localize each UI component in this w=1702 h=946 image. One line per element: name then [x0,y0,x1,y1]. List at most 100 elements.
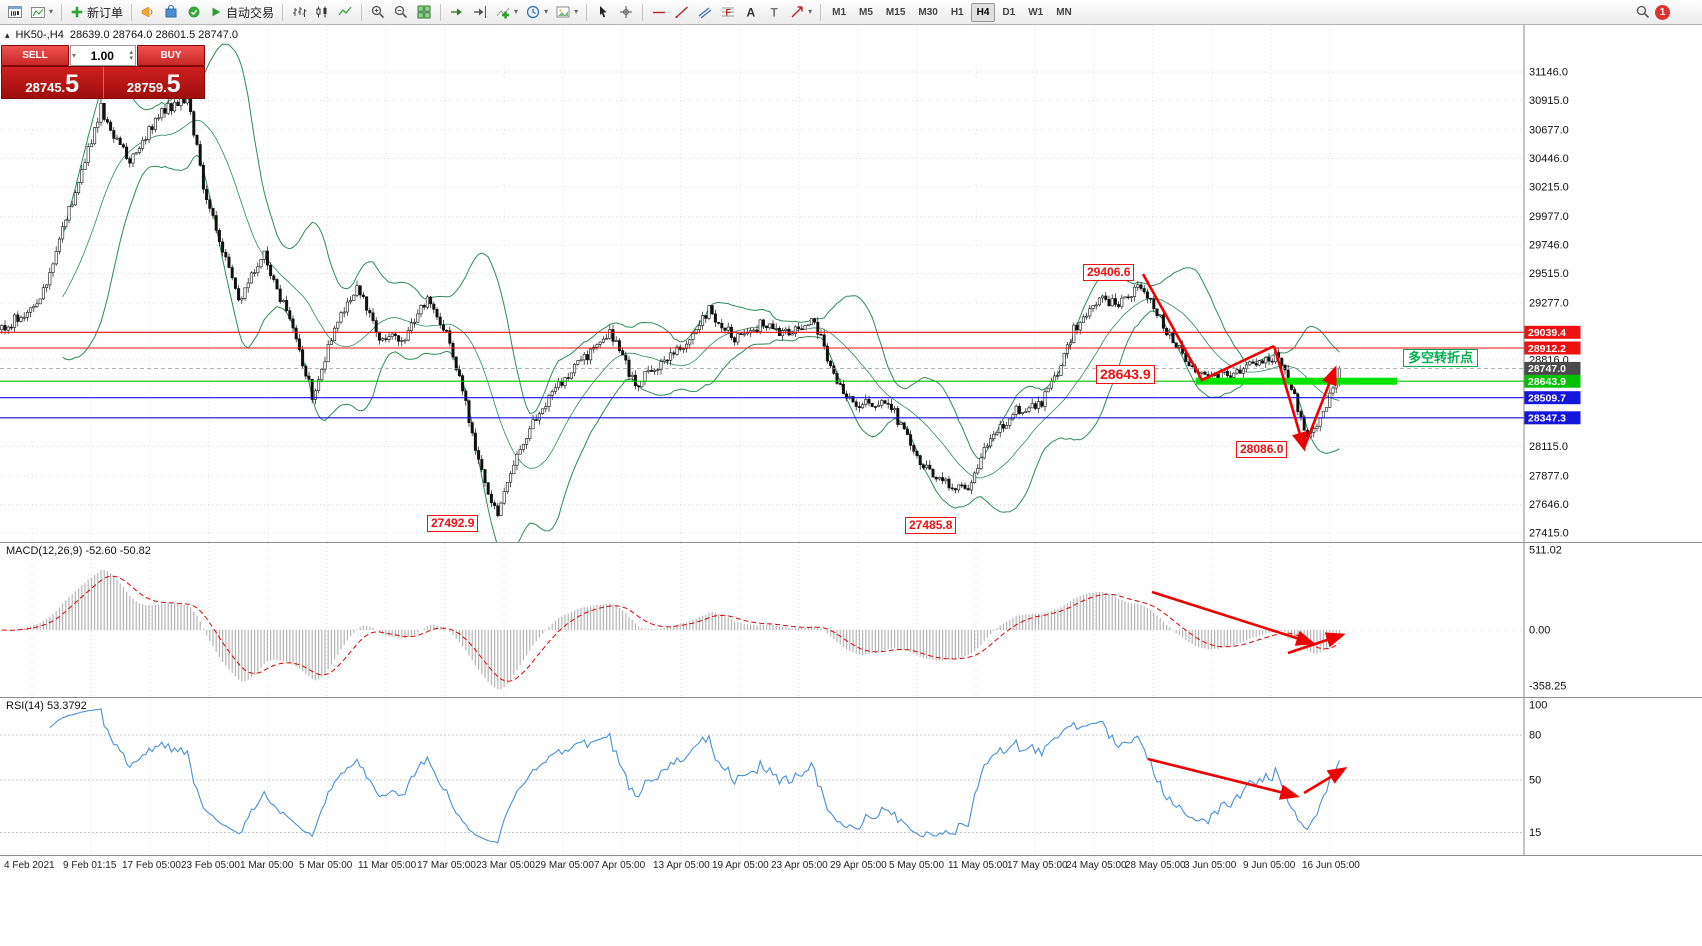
signals-icon [188,6,200,18]
time-axis-label: 24 May 05:00 [1066,860,1127,871]
signals-button[interactable] [183,2,205,23]
zoom-in-button[interactable] [367,2,389,23]
timeframe-h1-button[interactable]: H1 [950,6,964,18]
svg-text:28912.2: 28912.2 [1528,343,1566,355]
timeframe-w1-button[interactable]: W1 [1028,6,1044,18]
svg-text:A: A [747,6,756,20]
timeframe-m1-button[interactable]: M1 [832,6,847,18]
time-axis-label: 28 May 05:00 [1125,860,1186,871]
search-button[interactable] [1632,2,1654,23]
dropdown-caret-icon[interactable]: ▾ [514,7,519,16]
chart-overlays: 29406.6 28643.9 28086.0 27492.9 27485.8 多空转折点 [0,25,1702,542]
new-chart-button[interactable] [4,2,26,23]
dropdown-caret-icon[interactable]: ▾ [49,7,54,16]
svg-text:28747.0: 28747.0 [1528,363,1566,375]
dropdown-caret-icon[interactable]: ▾ [574,7,579,16]
volume-input[interactable] [77,48,128,63]
macd-panel[interactable]: 511.02 0.00 -358.25 MACD(12,26,9) -52.60 -… [0,542,1702,697]
svg-text:15: 15 [1529,827,1541,839]
new-order-button[interactable]: 新订单 [67,2,126,23]
time-axis-label: 23 Apr 05:00 [771,860,828,871]
channel-tool-button[interactable] [694,2,716,23]
auto-scroll-button[interactable] [446,2,468,23]
crosshair-icon [620,6,633,18]
svg-text:-358.25: -358.25 [1529,681,1566,693]
dropdown-caret-icon[interactable]: ▾ [544,7,549,16]
buy-price[interactable]: 28759. 5 [102,67,205,98]
spin-up-icon[interactable]: ▴ [129,48,133,56]
timeframe-m5-button[interactable]: M5 [859,6,873,18]
line-chart-mode-button[interactable] [334,2,356,23]
fibonacci-tool-button[interactable]: F [717,2,739,23]
svg-text:F: F [726,8,732,18]
time-axis[interactable]: 4 Feb 2021 9 Feb 01:15 17 Feb 05:00 23 Feb … [0,855,1702,879]
rsi-panel[interactable]: 100 80 50 15 RSI(14) 53.3792 [0,697,1702,855]
volume-dropdown-icon[interactable]: ▾ [72,51,77,60]
dropdown-caret-icon[interactable]: ▾ [808,7,813,16]
fibonacci-icon: F [722,7,735,18]
macd-canvas[interactable]: 511.02 0.00 -358.25 [0,542,1702,697]
trendline-tool-button[interactable] [671,2,693,23]
spin-down-icon[interactable]: ▾ [129,54,133,62]
sell-price[interactable]: 28745. 5 [2,67,103,98]
hline-tool-button[interactable] [648,2,670,23]
search-icon [1636,5,1650,19]
svg-text:28643.9: 28643.9 [1528,376,1566,388]
svg-text:27415.0: 27415.0 [1529,528,1569,540]
timeframe-mn-button[interactable]: MN [1056,6,1072,18]
line-chart-icon [338,6,352,16]
sell-button[interactable]: SELL [1,45,69,66]
time-axis-label: 23 Mar 05:00 [476,860,535,871]
indicators-button[interactable]: ▾ [492,2,521,23]
chart-shift-button[interactable] [469,2,491,23]
notification-badge[interactable]: 1 [1655,4,1670,20]
bar-chart-mode-button[interactable] [288,2,310,23]
timeframe-d1-button[interactable]: D1 [1002,6,1016,18]
label-tool-button[interactable]: T [763,2,785,23]
template-image-icon [556,6,570,18]
text-tool-button[interactable]: A [740,2,762,23]
crosshair-tool-button[interactable] [615,2,637,23]
price-callout[interactable]: 28086.0 [1236,441,1288,458]
price-callout[interactable]: 27485.8 [905,517,957,534]
main-toolbar: ▾ 新订单 自动交易 [0,0,1702,25]
trendline-icon [675,6,689,19]
periods-button[interactable]: ▾ [522,2,551,23]
profiles-button[interactable]: ▾ [27,2,56,23]
svg-text:50: 50 [1529,775,1541,787]
cursor-tool-button[interactable] [592,2,614,23]
zoom-out-button[interactable] [390,2,412,23]
time-axis-label: 19 Apr 05:00 [712,860,769,871]
megaphone-button[interactable] [137,2,159,23]
turning-point-label[interactable]: 多空转折点 [1403,349,1479,367]
market-button[interactable] [160,2,182,23]
sell-price-big-digit: 5 [65,70,80,98]
time-axis-label: 5 May 05:00 [889,860,945,871]
svg-text:511.02: 511.02 [1529,545,1562,557]
autotrading-button[interactable]: 自动交易 [206,2,277,23]
price-callout[interactable]: 29406.6 [1083,264,1135,281]
price-callout[interactable]: 27492.9 [427,515,479,532]
timeframe-m15-button[interactable]: M15 [885,6,906,18]
candlestick-mode-button[interactable] [311,2,333,23]
buy-button[interactable]: BUY [137,45,205,66]
svg-text:30215.0: 30215.0 [1529,182,1569,194]
macd-label: MACD(12,26,9) -52.60 -50.82 [6,545,151,557]
one-click-toggle-icon[interactable]: ▴ [5,29,10,40]
price-chart-canvas[interactable]: 31146.0 30915.0 30677.0 30446.0 30215.0 29977… [0,25,1702,542]
time-axis-label: 17 Feb 05:00 [122,860,181,871]
svg-text:28347.3: 28347.3 [1528,413,1566,425]
time-axis-label: 13 Apr 05:00 [653,860,710,871]
price-callout[interactable]: 28643.9 [1096,365,1155,384]
tile-windows-button[interactable] [413,2,435,23]
toolbar-separator [586,3,588,21]
sell-price-main: 28745. [25,80,66,95]
arrows-tool-button[interactable]: ▾ [786,2,815,23]
timeframe-h4-button[interactable]: H4 [970,2,996,22]
channel-icon [698,7,712,19]
main-chart-panel[interactable]: 31146.0 30915.0 30677.0 30446.0 30215.0 29977… [0,25,1702,542]
timeframe-m30-button[interactable]: M30 [918,6,938,18]
rsi-canvas[interactable]: 100 80 50 15 [0,697,1702,855]
zoom-in-icon [371,5,385,19]
templates-button[interactable]: ▾ [552,2,581,23]
